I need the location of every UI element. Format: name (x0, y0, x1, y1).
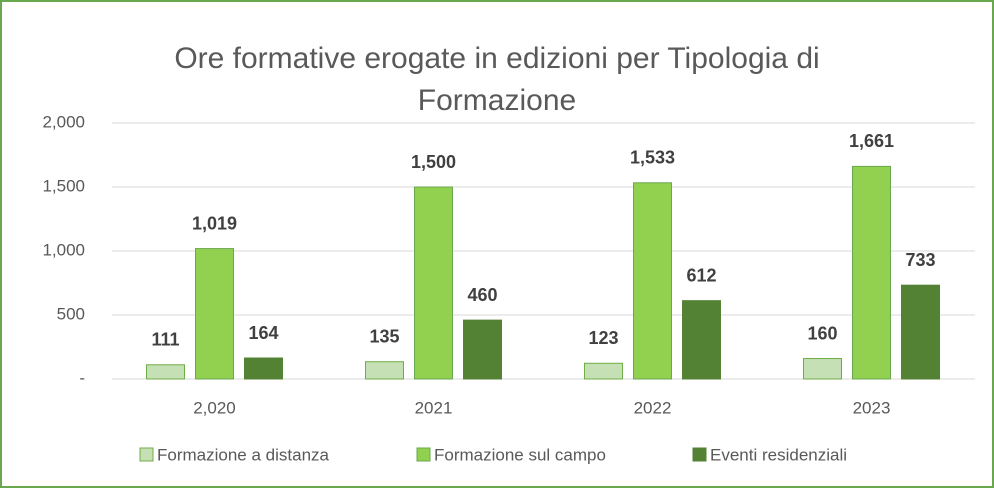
bar (901, 284, 940, 380)
y-tick-label: 2,000 (42, 112, 85, 131)
x-tick-label: 2022 (634, 398, 672, 417)
value-label: 160 (807, 323, 837, 343)
y-tick-label: - (79, 368, 85, 387)
legend-swatch (416, 447, 431, 462)
x-tick-label: 2,020 (193, 398, 236, 417)
value-label: 123 (588, 328, 618, 348)
bar (195, 248, 234, 380)
bar (682, 300, 721, 380)
value-label: 1,533 (630, 148, 675, 168)
value-label: 1,500 (411, 152, 456, 172)
x-tick-label: 2021 (415, 398, 453, 417)
bar (633, 182, 672, 380)
bar (463, 319, 502, 380)
legend-label: Formazione sul campo (434, 445, 606, 464)
legend-label: Eventi residenziali (710, 445, 847, 464)
bar (146, 364, 185, 380)
chart-title: Ore formative erogate in edizioni per Ti… (174, 42, 820, 117)
bar (365, 361, 404, 380)
y-tick-label: 500 (57, 304, 85, 323)
legend-label: Formazione a distanza (157, 445, 330, 464)
value-label: 1,661 (849, 131, 894, 151)
y-tick-label: 1,500 (42, 176, 85, 195)
x-tick-label: 2023 (853, 398, 891, 417)
value-label: 460 (467, 285, 497, 305)
legend-swatch (692, 447, 707, 462)
bar (803, 358, 842, 380)
bar (584, 362, 623, 380)
value-label: 733 (905, 250, 935, 270)
value-label: 135 (369, 326, 399, 346)
bar (852, 165, 891, 380)
value-label: 1,019 (192, 213, 237, 233)
value-label: 164 (248, 323, 278, 343)
y-tick-label: 1,000 (42, 240, 85, 259)
value-label: 612 (686, 265, 716, 285)
bar (244, 357, 283, 380)
value-label: 111 (151, 330, 179, 350)
legend-swatch (139, 447, 154, 462)
bar (414, 186, 453, 380)
